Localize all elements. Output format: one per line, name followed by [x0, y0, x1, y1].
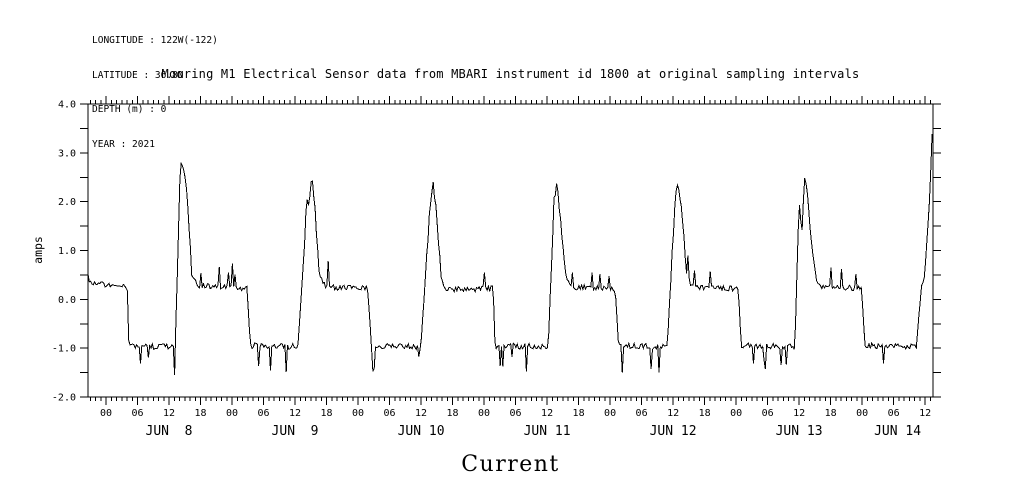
y-tick-label: 4.0 [58, 100, 76, 111]
x-hour-tick-label: 06 [762, 408, 774, 419]
x-hour-tick-label: 18 [321, 408, 333, 419]
x-hour-tick-label: 00 [352, 408, 364, 419]
metadata-longitude: LONGITUDE : 122W(-122) [92, 35, 218, 46]
x-day-label: JUN 12 [650, 424, 697, 439]
x-hour-tick-label: 12 [163, 408, 175, 419]
metadata-year: YEAR : 2021 [92, 138, 155, 150]
x-day-label: JUN 9 [272, 424, 319, 439]
x-hour-tick-label: 06 [888, 408, 900, 419]
metadata-latitude: LATITUDE : 36.8N [92, 69, 184, 81]
plot-border [87, 103, 934, 398]
x-day-label: JUN 14 [874, 424, 921, 439]
y-tick-label: 1.0 [58, 246, 76, 257]
metadata-depth: DEPTH (m) : 0 [92, 104, 167, 115]
x-hour-tick-label: 00 [604, 408, 616, 419]
x-day-label: JUN 13 [776, 424, 823, 439]
x-hour-tick-label: 06 [636, 408, 648, 419]
y-tick-label: 0.0 [58, 295, 76, 306]
station-metadata: LONGITUDE : 122W(-122) LATITUDE : 36.8N … [92, 12, 218, 162]
x-hour-tick-label: 06 [258, 408, 270, 419]
y-tick-label: -1.0 [52, 344, 76, 355]
current-data-line [87, 133, 933, 376]
chart-title: Mooring M1 Electrical Sensor data from M… [161, 67, 860, 81]
x-hour-tick-label: 06 [131, 408, 143, 419]
y-tick-label: 2.0 [58, 197, 76, 208]
x-axis-caption: Current [461, 452, 560, 477]
x-day-label: JUN 8 [146, 424, 193, 439]
x-hour-tick-label: 12 [541, 408, 553, 419]
y-tick-label: 3.0 [58, 148, 76, 159]
x-hour-tick-label: 18 [573, 408, 585, 419]
x-hour-tick-label: 00 [730, 408, 742, 419]
x-hour-tick-label: 00 [100, 408, 112, 419]
x-hour-tick-label: 00 [478, 408, 490, 419]
x-hour-tick-label: 12 [919, 408, 931, 419]
x-hour-tick-label: 18 [699, 408, 711, 419]
x-hour-tick-label: 18 [194, 408, 206, 419]
x-hour-tick-label: 06 [510, 408, 522, 419]
x-hour-tick-label: 18 [447, 408, 459, 419]
x-hour-tick-label: 18 [825, 408, 837, 419]
x-hour-tick-label: 00 [226, 408, 238, 419]
x-day-label: JUN 10 [398, 424, 445, 439]
x-hour-tick-label: 12 [415, 408, 427, 419]
x-hour-tick-label: 06 [384, 408, 396, 419]
x-hour-tick-label: 12 [667, 408, 679, 419]
x-hour-tick-label: 12 [289, 408, 301, 419]
x-hour-tick-label: 00 [856, 408, 868, 419]
y-tick-label: -2.0 [52, 393, 76, 404]
x-hour-tick-label: 12 [793, 408, 805, 419]
x-day-label: JUN 11 [524, 424, 571, 439]
